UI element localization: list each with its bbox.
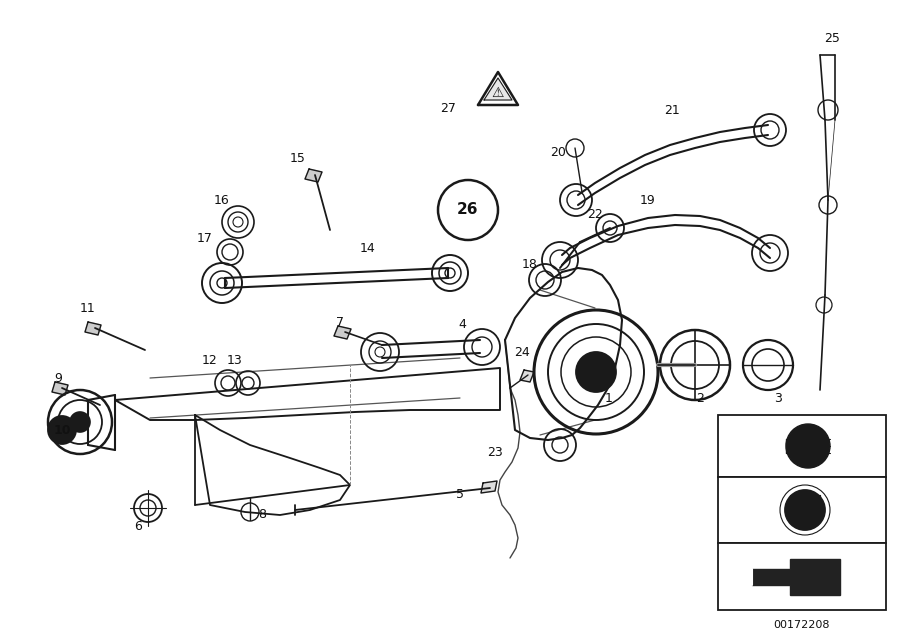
Text: 22: 22 [587,209,603,221]
Text: 5: 5 [456,488,464,501]
Text: 10: 10 [734,501,757,519]
Polygon shape [484,78,512,100]
Text: 20: 20 [550,146,566,158]
Text: 1: 1 [605,392,613,404]
Polygon shape [481,481,497,493]
Text: 18: 18 [522,258,538,272]
Text: 21: 21 [664,104,680,116]
Text: 11: 11 [80,301,96,314]
Text: ⚠: ⚠ [491,86,504,100]
Text: 7: 7 [336,315,344,329]
Polygon shape [52,382,68,395]
Text: 19: 19 [640,193,656,207]
Text: 9: 9 [54,371,62,385]
Text: 4: 4 [458,319,466,331]
Text: 24: 24 [514,345,530,359]
Text: 10: 10 [53,424,71,436]
Bar [718,415,886,477]
Polygon shape [790,495,820,505]
Text: 12: 12 [202,354,218,366]
Bar [718,477,886,543]
Text: 25: 25 [824,32,840,45]
Text: 16: 16 [214,193,230,207]
Text: 14: 14 [360,242,376,254]
Polygon shape [85,322,101,335]
Text: 8: 8 [258,509,266,522]
Text: 27: 27 [440,102,456,114]
Polygon shape [520,370,534,382]
Text: 13: 13 [227,354,243,366]
Circle shape [576,352,616,392]
Circle shape [48,416,76,444]
Text: 00172208: 00172208 [774,620,830,630]
Text: 3: 3 [774,392,782,404]
Polygon shape [334,326,351,339]
Polygon shape [305,169,322,182]
Text: 26: 26 [734,437,757,455]
Circle shape [786,424,830,468]
Text: 23: 23 [487,445,503,459]
Bar [718,543,886,610]
Text: 17: 17 [197,232,213,244]
Circle shape [785,490,825,530]
Polygon shape [752,559,840,595]
Text: 2: 2 [696,392,704,404]
Text: 26: 26 [457,202,479,218]
Circle shape [70,412,90,432]
Text: 6: 6 [134,520,142,534]
Text: 15: 15 [290,151,306,165]
